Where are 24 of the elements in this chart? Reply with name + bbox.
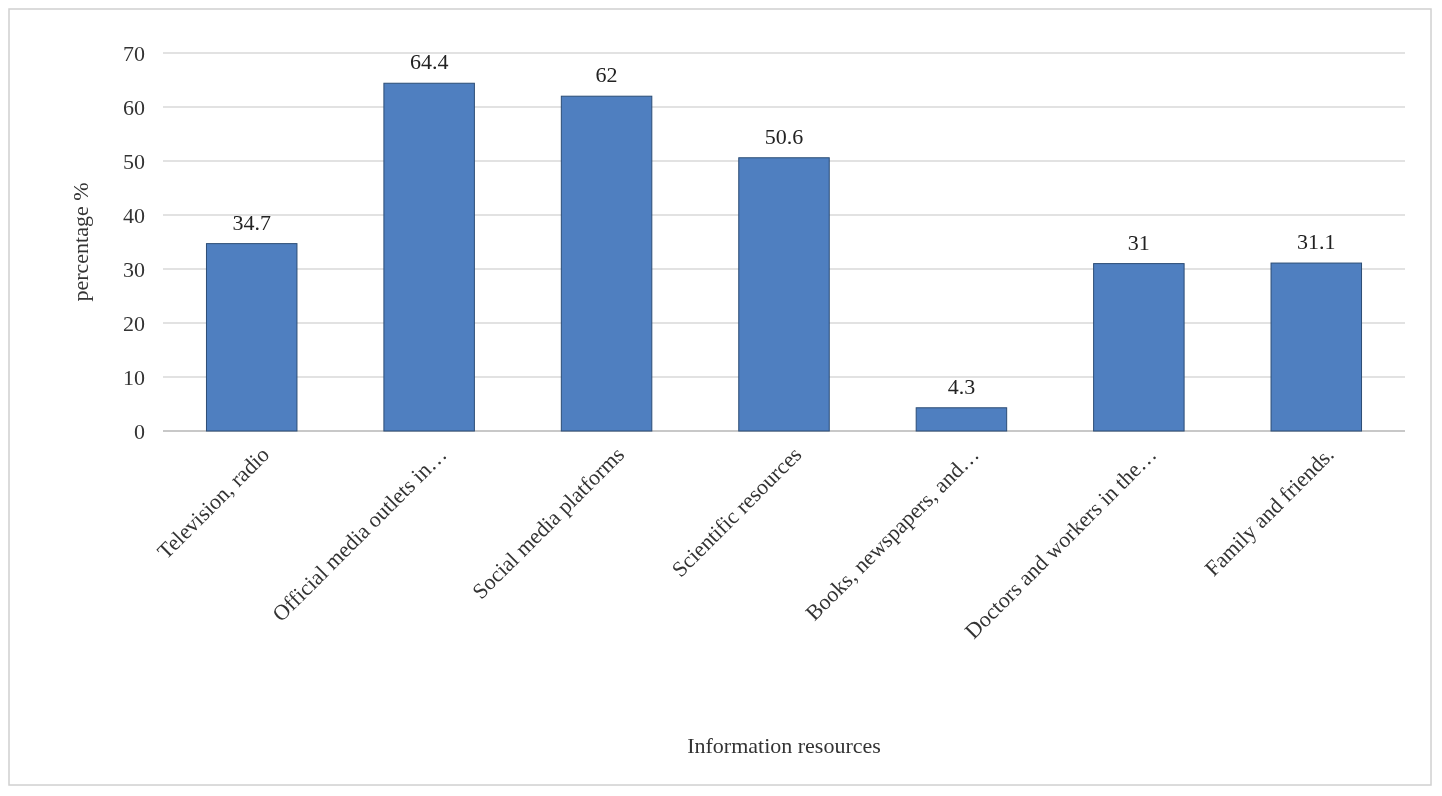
- y-tick-label: 10: [123, 364, 145, 390]
- bar: [915, 407, 1008, 432]
- data-label: 31: [1127, 229, 1150, 255]
- bar: [383, 82, 475, 432]
- bar: [1270, 262, 1363, 432]
- data-label: 62: [595, 62, 618, 88]
- data-label: 34.7: [232, 209, 271, 235]
- data-label: 4.3: [947, 373, 976, 399]
- data-label: 31.1: [1297, 229, 1336, 255]
- data-label: 50.6: [764, 123, 804, 149]
- bar: [738, 157, 830, 432]
- y-tick-label: 40: [123, 202, 145, 228]
- bar: [205, 243, 298, 432]
- x-axis-title: Information resources: [687, 733, 881, 758]
- y-tick-label: 30: [123, 256, 145, 282]
- bar: [1093, 263, 1185, 432]
- bar: [560, 95, 653, 432]
- data-label: 64.4: [409, 49, 449, 75]
- y-tick-label: 20: [123, 310, 145, 336]
- y-tick-label: 0: [134, 418, 145, 444]
- y-axis-title: percentage %: [68, 182, 93, 302]
- y-tick-label: 60: [123, 94, 145, 120]
- y-tick-label: 50: [123, 148, 145, 174]
- y-tick-label: 70: [123, 40, 145, 66]
